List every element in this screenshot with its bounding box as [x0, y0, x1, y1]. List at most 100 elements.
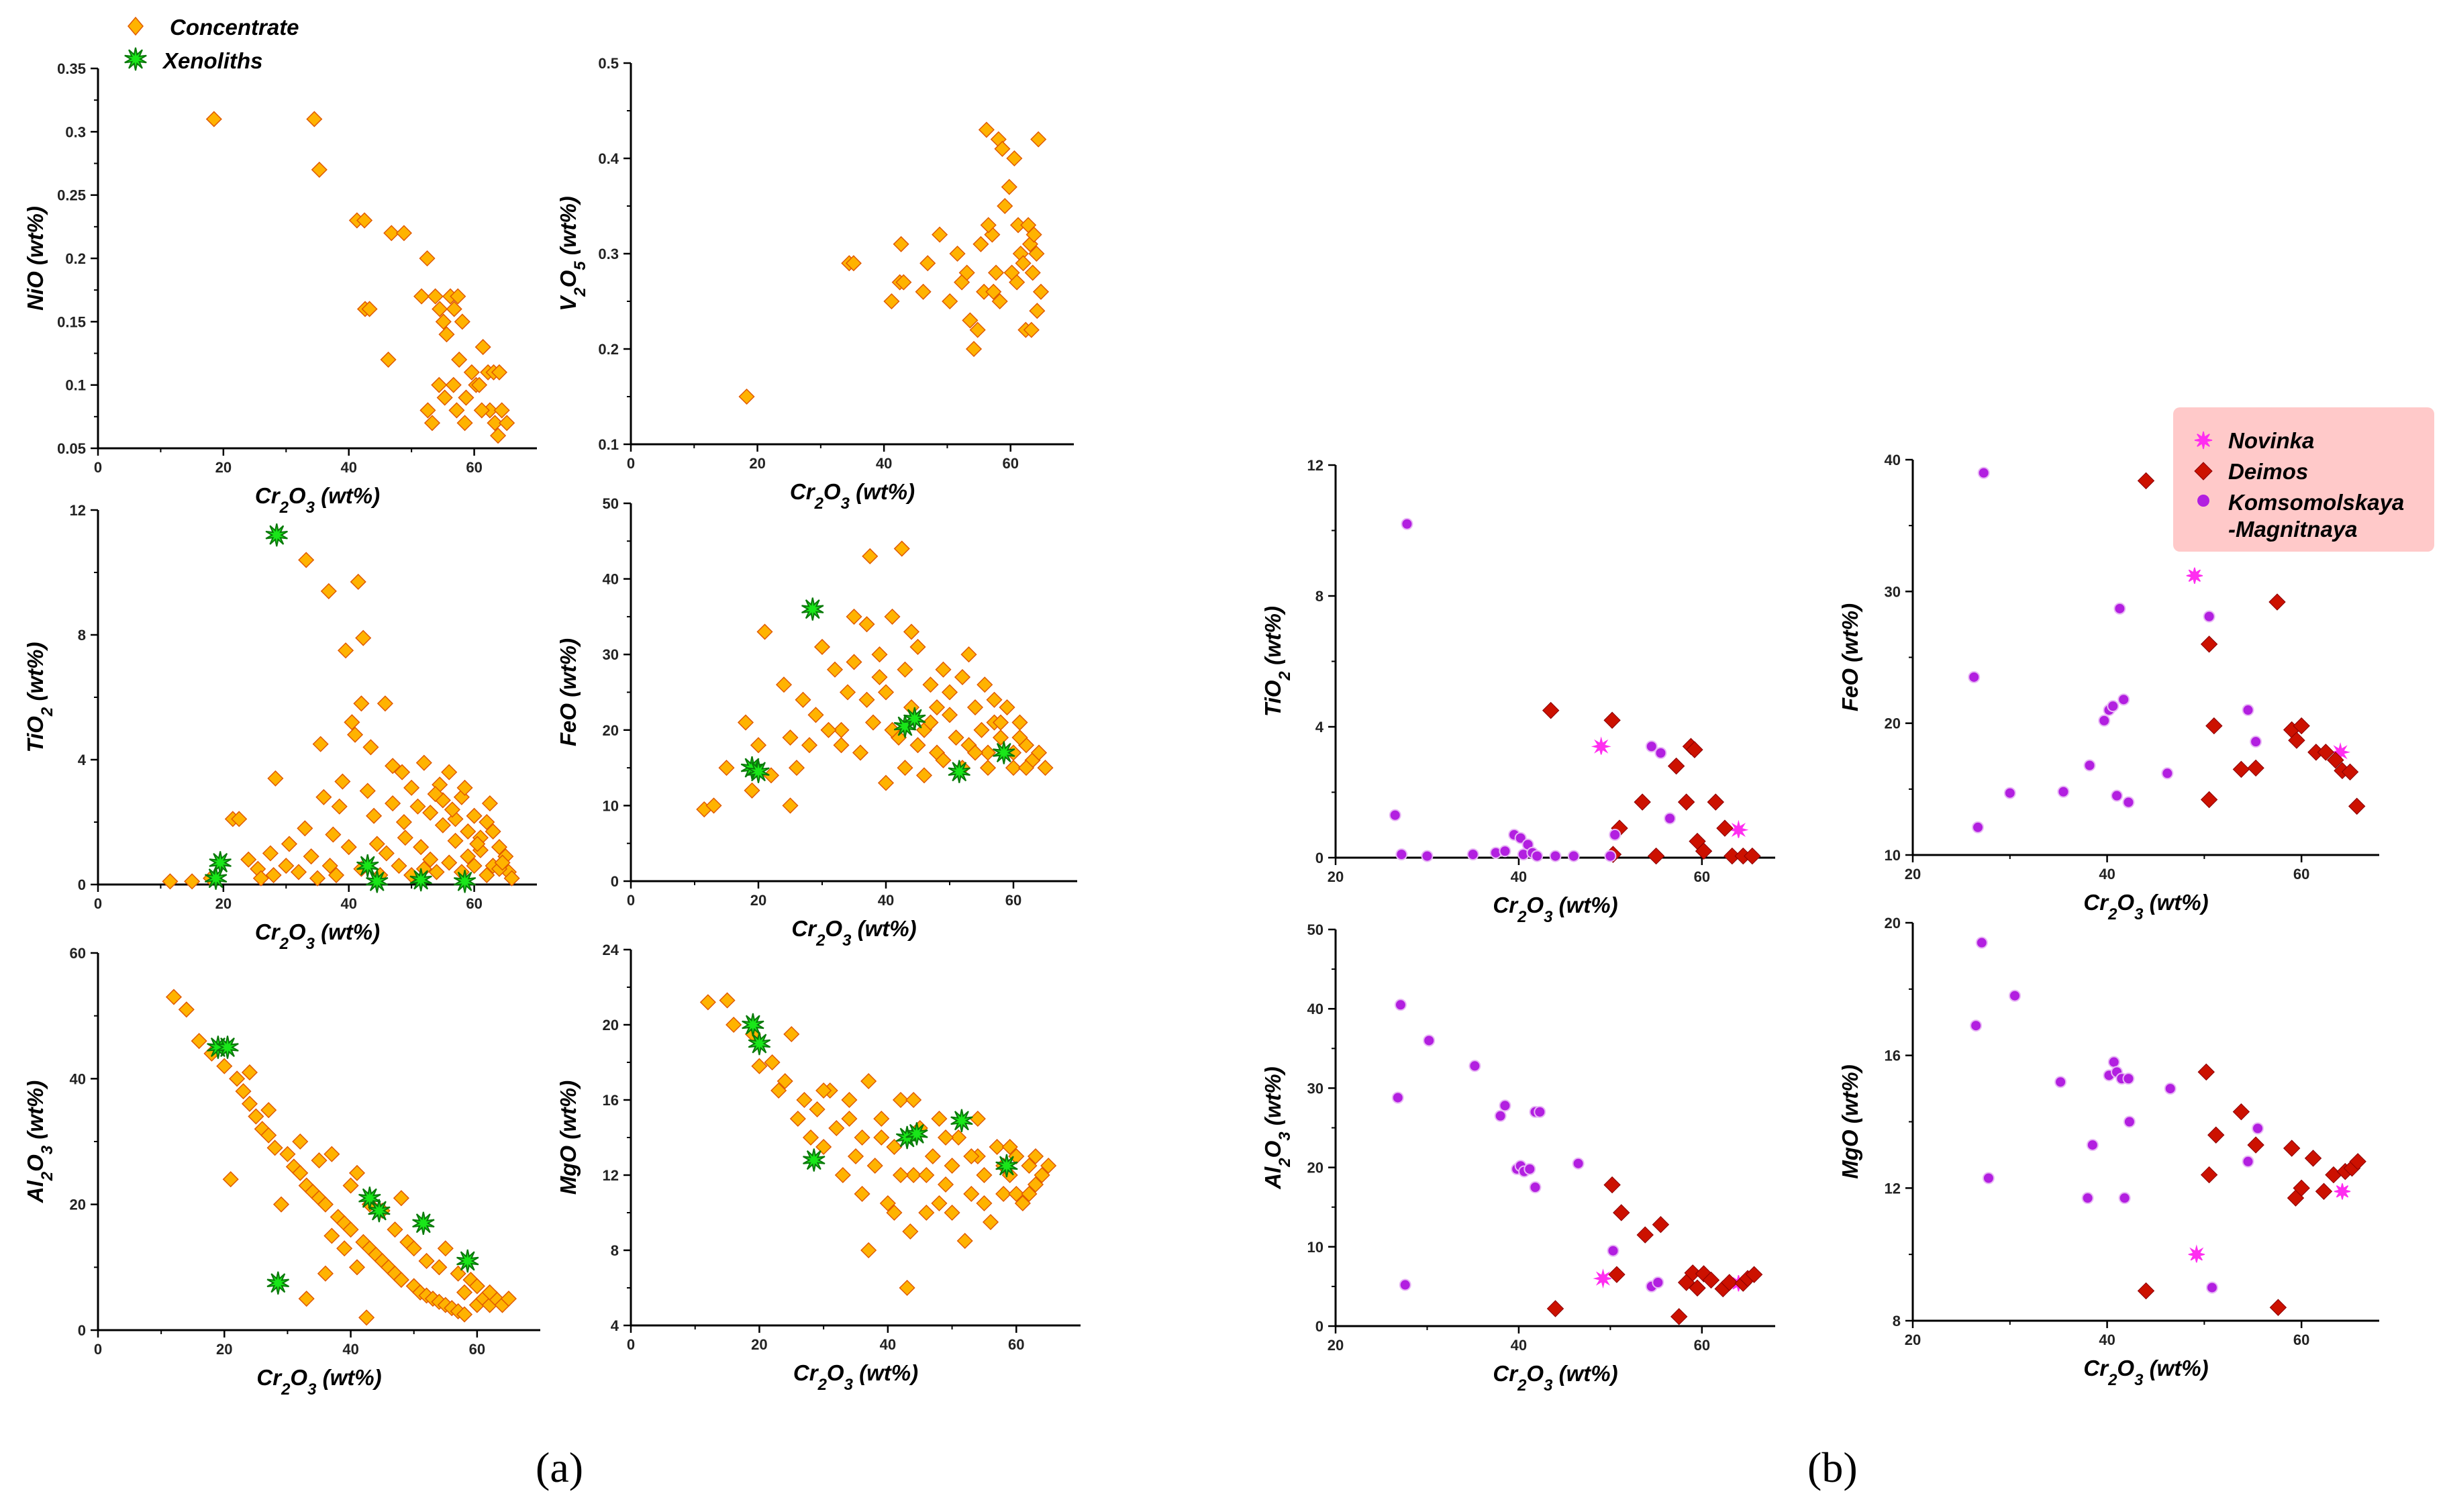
data-point-concentrate	[751, 1058, 768, 1074]
data-point-concentrate	[306, 111, 323, 128]
data-point-concentrate	[1008, 1148, 1025, 1165]
series-xenoliths	[742, 1013, 1018, 1178]
y-tick-label: 0.2	[598, 341, 619, 358]
data-point-concentrate	[415, 754, 432, 771]
data-point-concentrate	[782, 729, 799, 746]
data-point-concentrate	[458, 389, 475, 406]
data-point-concentrate	[873, 1110, 890, 1127]
y-tick-label: 60	[70, 945, 86, 962]
data-point-concentrate	[454, 313, 470, 330]
data-point-concentrate	[205, 111, 222, 128]
data-point-concentrate	[999, 699, 1015, 716]
data-point-concentrate	[409, 798, 426, 815]
data-point-concentrate	[802, 1129, 819, 1146]
data-point-concentrate	[905, 1091, 922, 1109]
data-point-komsomolskaya-magnitnaya	[2057, 785, 2070, 798]
x-tick-label: 60	[469, 1341, 485, 1358]
y-tick-label: 0.5	[598, 55, 619, 72]
data-point-concentrate	[344, 714, 360, 731]
plot-a-nio: 0 20 40 60 0.05 0.1 0.15 0.2 0.25 0.3 0.35 Cr2O3 (w…	[23, 60, 537, 517]
panel-label-a: (a)	[536, 1444, 584, 1491]
data-point-concentrate	[854, 1185, 870, 1203]
data-point-concentrate	[820, 721, 837, 738]
data-point-concentrate	[1015, 255, 1032, 272]
data-point-concentrate	[378, 845, 395, 862]
legend-star-marker	[124, 47, 147, 71]
data-point-concentrate	[954, 668, 971, 686]
data-point-concentrate	[826, 661, 844, 678]
x-tick-label: 40	[340, 459, 356, 476]
data-point-concentrate	[431, 1259, 448, 1276]
data-point-komsomolskaya-magnitnaya	[1654, 747, 1667, 759]
data-point-concentrate	[737, 714, 754, 731]
data-point-komsomolskaya-magnitnaya	[2083, 759, 2096, 772]
data-point-concentrate	[334, 773, 351, 790]
data-point-deimos	[2197, 1063, 2215, 1081]
data-point-concentrate	[377, 695, 393, 712]
series-novinka	[1591, 736, 1749, 838]
data-point-concentrate	[962, 312, 979, 329]
data-point-komsomolskaya-magnitnaya	[1645, 740, 1658, 753]
data-point-deimos	[2200, 791, 2218, 809]
data-point-concentrate	[1001, 179, 1017, 195]
legend-b-label-komsomolskaya: Komsomolskaya	[2228, 490, 2404, 515]
series-concentrate	[738, 121, 1050, 405]
data-point-concentrate	[944, 1157, 960, 1174]
data-point-deimos	[2207, 1126, 2225, 1144]
data-point-concentrate	[340, 839, 357, 856]
data-point-xenoliths	[903, 707, 926, 731]
data-point-concentrate	[937, 1129, 954, 1146]
data-point-deimos	[1542, 701, 1560, 719]
data-point-concentrate	[191, 1033, 207, 1050]
data-point-concentrate	[989, 1138, 1005, 1156]
data-point-concentrate	[395, 813, 412, 831]
data-point-komsomolskaya-magnitnaya	[2242, 704, 2254, 717]
legend-diamond-marker	[128, 16, 144, 36]
data-point-concentrate	[815, 1082, 832, 1099]
data-point-deimos	[1695, 842, 1713, 860]
plot-a-mgo: 0 20 40 60 4 8 12 16 20 24 Cr2O3 (wt%) MgO (wt%)	[556, 942, 1081, 1394]
plot-a-feo: 0 20 40 60 0 10 20 30 40 50 Cr2O3 (wt%) FeO (wt%)	[556, 495, 1077, 950]
data-point-concentrate	[846, 608, 862, 625]
data-point-concentrate	[973, 721, 990, 738]
data-point-concentrate	[309, 870, 326, 887]
data-point-concentrate	[924, 1148, 941, 1165]
y-tick-label: 24	[603, 942, 619, 958]
data-point-concentrate	[846, 654, 862, 670]
y-tick-label: 40	[1885, 452, 1901, 468]
y-tick-label: 40	[70, 1070, 86, 1087]
legend-a-label-concentrate: Concentrate	[170, 15, 299, 40]
data-point-concentrate	[960, 646, 977, 663]
data-point-concentrate	[503, 870, 520, 887]
data-point-concentrate	[346, 726, 364, 743]
data-point-xenoliths	[204, 866, 228, 890]
data-point-concentrate	[997, 197, 1013, 215]
series-komsomolskaya-magnitnaya	[1968, 466, 2262, 834]
data-point-komsomolskaya-magnitnaya	[2009, 989, 2021, 1002]
data-point-concentrate	[877, 774, 895, 791]
y-tick-label: 12	[70, 502, 86, 519]
data-point-deimos	[1667, 757, 1685, 775]
data-point-concentrate	[292, 1164, 309, 1181]
data-point-concentrate	[395, 225, 412, 242]
y-axis-label: TiO2 (wt%)	[1260, 606, 1294, 717]
data-point-komsomolskaya-magnitnaya	[1531, 850, 1544, 862]
data-point-concentrate	[456, 415, 473, 432]
data-point-xenoliths	[742, 1013, 764, 1037]
data-point-concentrate	[795, 691, 811, 708]
data-point-komsomolskaya-magnitnaya	[2122, 796, 2135, 809]
x-tick-label: 60	[1694, 868, 1710, 885]
x-tick-label: 20	[215, 459, 232, 476]
y-tick-label: 0	[78, 1322, 86, 1339]
series-xenoliths	[740, 597, 1015, 783]
series-komsomolskaya-magnitnaya	[1389, 517, 1677, 862]
data-point-komsomolskaya-magnitnaya	[1524, 1162, 1536, 1175]
data-point-concentrate	[699, 994, 716, 1011]
data-point-concentrate	[978, 121, 995, 138]
data-point-deimos	[2315, 1182, 2333, 1200]
y-axis-label: MgO (wt%)	[1838, 1064, 1862, 1178]
data-point-deimos	[1652, 1215, 1670, 1233]
x-tick-label: 40	[2099, 866, 2115, 883]
data-point-concentrate	[919, 255, 936, 272]
data-point-concentrate	[862, 548, 879, 564]
